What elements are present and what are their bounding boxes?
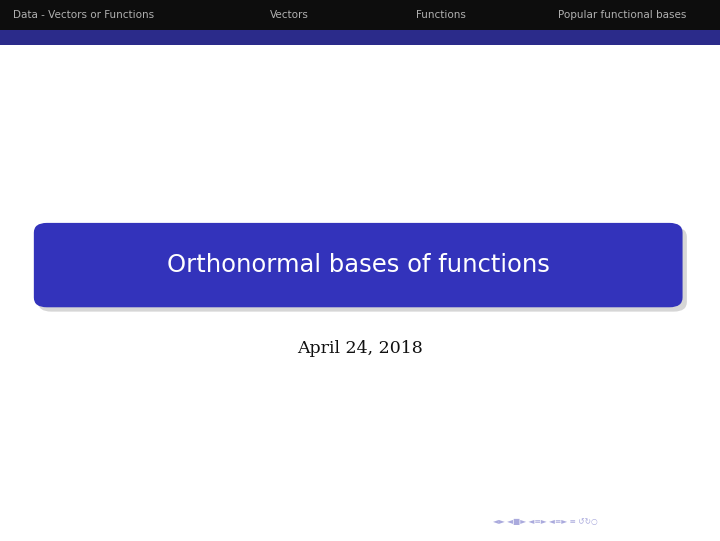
Text: Popular functional bases: Popular functional bases (558, 10, 686, 20)
Text: Data - Vectors or Functions: Data - Vectors or Functions (13, 10, 154, 20)
Text: April 24, 2018: April 24, 2018 (297, 340, 423, 358)
FancyBboxPatch shape (0, 0, 720, 30)
FancyBboxPatch shape (0, 30, 720, 45)
Text: Vectors: Vectors (270, 10, 309, 20)
Text: Orthonormal bases of functions: Orthonormal bases of functions (167, 253, 549, 277)
Text: Functions: Functions (416, 10, 466, 20)
FancyBboxPatch shape (38, 227, 687, 312)
Text: ◄► ◄■► ◄≡► ◄≡► ≡ ↺↻○: ◄► ◄■► ◄≡► ◄≡► ≡ ↺↻○ (493, 517, 598, 526)
FancyBboxPatch shape (34, 223, 683, 307)
